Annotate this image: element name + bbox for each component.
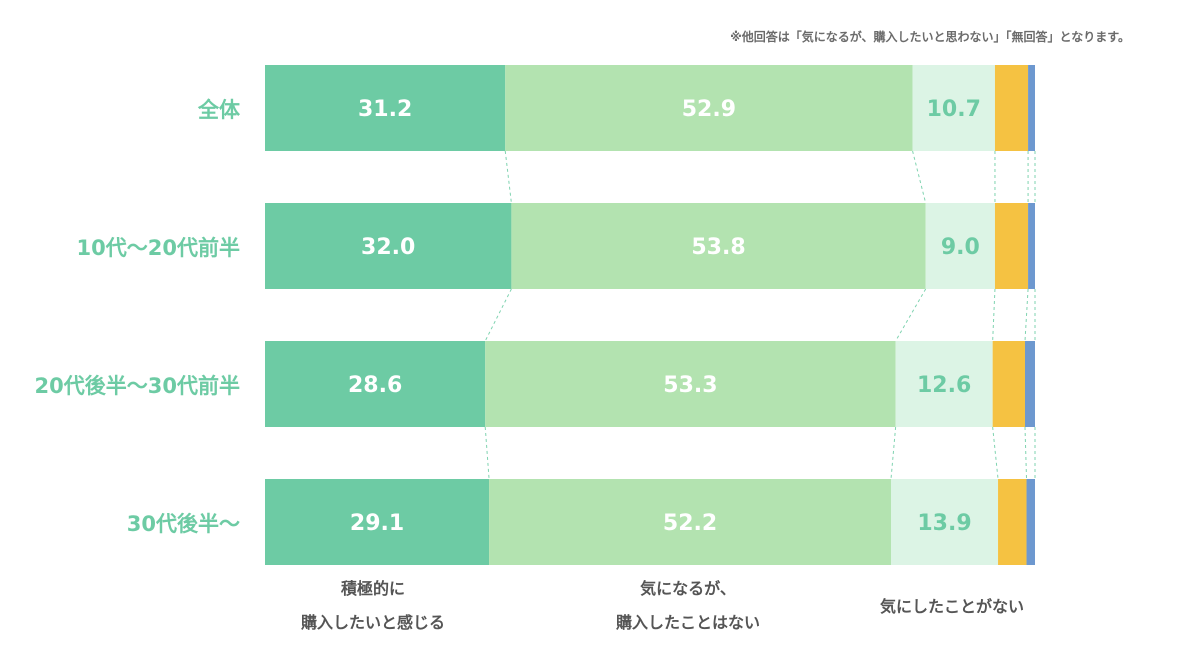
legend-item: 積極的に購入したいと感じる <box>263 572 483 640</box>
category-label: 20代後半〜30代前半 <box>34 374 240 398</box>
category-label: 10代〜20代前半 <box>76 236 240 260</box>
category-label: 30代後半〜 <box>126 512 240 536</box>
connector-line <box>992 288 996 342</box>
legend-label-line: 購入したいと感じる <box>300 613 445 632</box>
bar-segment <box>485 341 896 427</box>
legend-label-line: 積極的に <box>340 579 405 598</box>
data-label: 10.7 <box>927 97 981 122</box>
data-label: 13.9 <box>917 511 971 536</box>
bar-segment <box>265 341 486 427</box>
data-label: 28.6 <box>348 373 402 398</box>
data-label: 31.2 <box>358 97 412 122</box>
data-label: 29.1 <box>350 511 404 536</box>
bar-segment <box>1024 341 1035 427</box>
connector-line <box>1024 426 1028 480</box>
category-label: 全体 <box>198 98 240 122</box>
bar-segment <box>998 479 1027 565</box>
bar-segment <box>1028 65 1035 151</box>
legend-label-line: 購入したことはない <box>615 613 760 632</box>
data-label: 9.0 <box>941 235 980 260</box>
legend-item: 気にしたことがない <box>842 590 1062 624</box>
bar-segment <box>505 65 913 151</box>
bar-segment <box>265 203 512 289</box>
connector-line <box>890 426 897 480</box>
legend-label-line: 気になるが、 <box>640 579 736 598</box>
bar-segment <box>925 203 995 289</box>
legend-item: 気になるが、購入したことはない <box>578 572 798 640</box>
connector-line <box>912 150 927 204</box>
connector-line <box>895 288 927 342</box>
bar-segment <box>489 479 892 565</box>
bar-segment <box>994 65 1029 151</box>
bar-segment <box>265 479 490 565</box>
connector-line <box>1024 288 1029 342</box>
footnote: ※他回答は「気になるが、購入したいと思わない」「無回答」となります。 <box>730 30 1130 44</box>
connector-line <box>484 288 512 342</box>
bar-segment <box>994 203 1029 289</box>
connector-line <box>992 426 999 480</box>
bar-segment <box>992 341 1025 427</box>
bar-segment <box>511 203 926 289</box>
bar-segment <box>1028 203 1035 289</box>
connector-line <box>504 150 512 204</box>
bar-segment <box>1026 479 1035 565</box>
data-label: 32.0 <box>361 235 415 260</box>
data-label: 53.8 <box>691 235 745 260</box>
data-label: 52.2 <box>663 511 717 536</box>
data-label: 53.3 <box>663 373 717 398</box>
legend-label-line: 気にしたことがない <box>879 597 1024 616</box>
bar-segment <box>891 479 999 565</box>
bar-segment <box>265 65 506 151</box>
data-label: 12.6 <box>917 373 971 398</box>
connector-line <box>484 426 490 480</box>
bar-segment <box>912 65 995 151</box>
bar-segment <box>895 341 993 427</box>
data-label: 52.9 <box>682 97 736 122</box>
